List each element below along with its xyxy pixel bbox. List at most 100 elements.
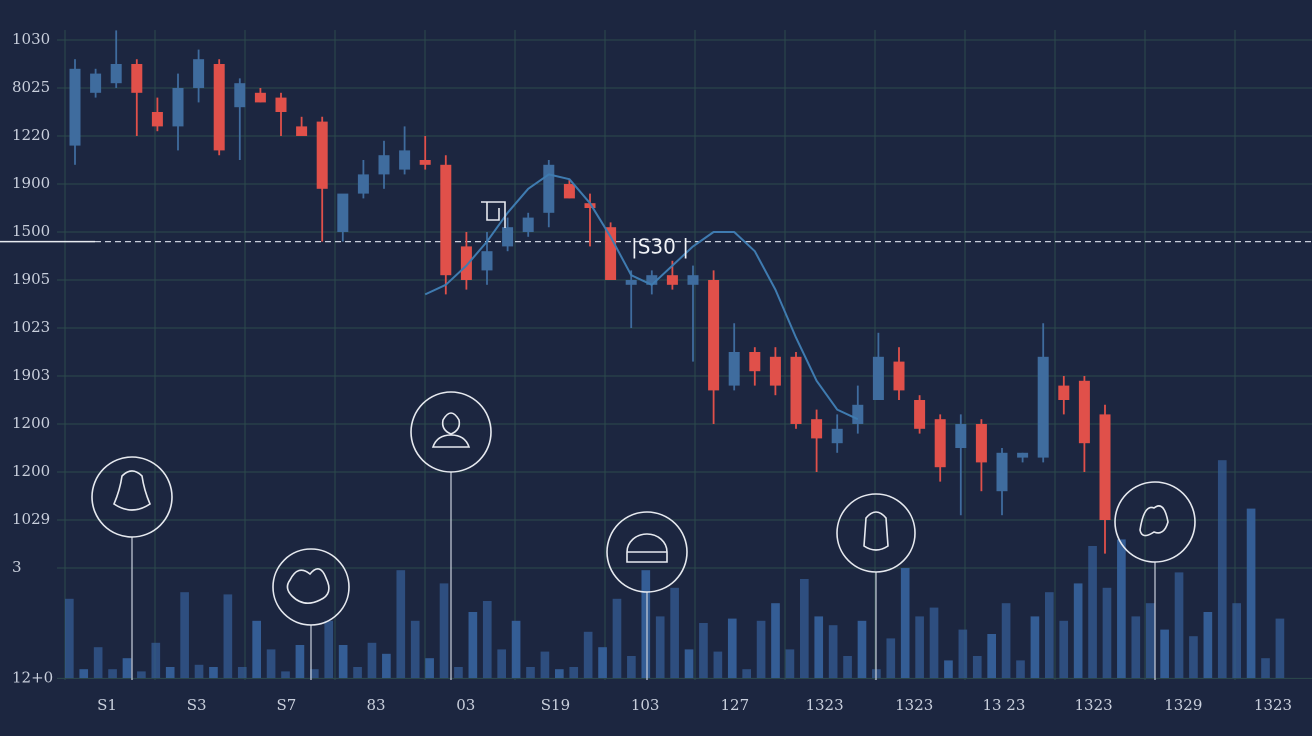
volume-bar: [79, 669, 89, 678]
volume-bar: [382, 653, 391, 678]
volume-bar: [439, 583, 449, 678]
volume-bar: [1045, 592, 1054, 678]
icon-figure: [863, 511, 889, 551]
volume-bar: [396, 570, 406, 678]
volume-bar: [742, 669, 751, 678]
candle-body: [481, 251, 493, 271]
y-tick-label: 8025: [12, 78, 50, 96]
y-tick-label: 1200: [12, 462, 50, 480]
volume-bar: [1102, 587, 1112, 678]
candle-body: [749, 352, 761, 372]
volume-bar: [1073, 583, 1083, 678]
volume-bar: [987, 634, 996, 678]
volume-bar: [511, 620, 521, 678]
candle-body: [975, 424, 987, 463]
volume-bar: [425, 658, 434, 678]
volume-bar: [468, 612, 478, 678]
candle-body: [543, 164, 555, 213]
candle-body: [234, 83, 246, 108]
volume-bar: [93, 647, 103, 678]
volume-bar: [627, 656, 636, 678]
candle-body: [90, 73, 102, 93]
volume-bar: [1131, 616, 1141, 678]
volume-bar: [223, 594, 233, 678]
candle-body: [811, 419, 823, 439]
volume-bar: [929, 607, 939, 678]
volume-bar: [1261, 658, 1270, 678]
candle-body: [357, 174, 369, 194]
volume-bar: [252, 620, 261, 678]
candle-body: [708, 280, 720, 391]
y-tick-label: 1900: [12, 174, 50, 192]
volume-bar: [655, 616, 665, 678]
volume-bar: [1145, 603, 1155, 678]
volume-bar: [958, 629, 968, 678]
candle-body: [1058, 385, 1070, 400]
x-tick-label: 1323: [1075, 696, 1113, 714]
candle-body: [193, 59, 205, 88]
y-tick-label: 1200: [12, 414, 50, 432]
volume-bar: [785, 649, 795, 678]
icon-figure: [113, 470, 151, 511]
candle-body: [460, 246, 472, 280]
candle-body: [213, 64, 225, 151]
icon-figure: [286, 568, 330, 604]
volume-bar: [194, 664, 204, 678]
icon-circle: [1114, 481, 1196, 563]
volume-bar: [800, 579, 809, 678]
icon-figure: [1139, 505, 1169, 537]
volume-bar: [108, 669, 117, 678]
x-tick-label: 03: [456, 696, 475, 714]
volume-bar: [1059, 620, 1069, 678]
candle-body: [790, 356, 802, 424]
volume-bar: [1217, 460, 1227, 678]
candle-body: [872, 356, 884, 400]
candle-body: [151, 112, 163, 127]
volume-bar: [1030, 616, 1040, 678]
x-tick-label: S19: [541, 696, 570, 714]
candle-body: [254, 92, 266, 103]
candle-body: [1099, 414, 1111, 520]
volume-bar: [237, 667, 247, 678]
candle-body: [893, 361, 905, 391]
volume-bar: [1203, 612, 1213, 678]
volume-bar: [1189, 636, 1198, 678]
candle-body: [316, 121, 328, 189]
volume-bar: [713, 651, 723, 678]
y-tick-label: 1905: [12, 270, 50, 288]
volume-bar: [540, 651, 550, 678]
volume-bar: [367, 642, 377, 678]
marker-icon: [481, 201, 506, 228]
candle-body: [522, 217, 534, 232]
candle-body: [419, 160, 431, 165]
volume-bar: [972, 656, 982, 678]
candle-body: [728, 352, 740, 386]
volume-bar: [454, 667, 463, 678]
volume-bar: [180, 592, 189, 678]
y-tick-label: 3: [12, 558, 22, 576]
y-tick-label: 1903: [12, 366, 50, 384]
y-tick-label: 1030: [12, 30, 50, 48]
volume-bar: [281, 671, 290, 678]
volume-bar: [266, 649, 276, 678]
x-tick-label: 127: [721, 696, 750, 714]
volume-bar: [756, 620, 766, 678]
volume-bar: [410, 620, 420, 678]
y-tick-label: 12+0: [12, 668, 53, 686]
candle-body: [605, 227, 617, 280]
x-tick-label: S7: [276, 696, 296, 714]
volume-bar: [209, 667, 218, 678]
x-tick-label: 13 23: [982, 696, 1025, 714]
candle-body: [1078, 380, 1090, 444]
vertical-grid: [64, 30, 1236, 680]
volume-bar: [310, 669, 319, 678]
icon-circle: [272, 548, 350, 626]
volume-bar: [886, 638, 896, 678]
candle-body: [502, 227, 514, 247]
candle-body: [852, 404, 864, 424]
volume-bar: [1246, 508, 1256, 678]
y-tick-label: 1220: [12, 126, 50, 144]
icon-circle: [836, 493, 916, 573]
candle-body: [440, 164, 452, 276]
